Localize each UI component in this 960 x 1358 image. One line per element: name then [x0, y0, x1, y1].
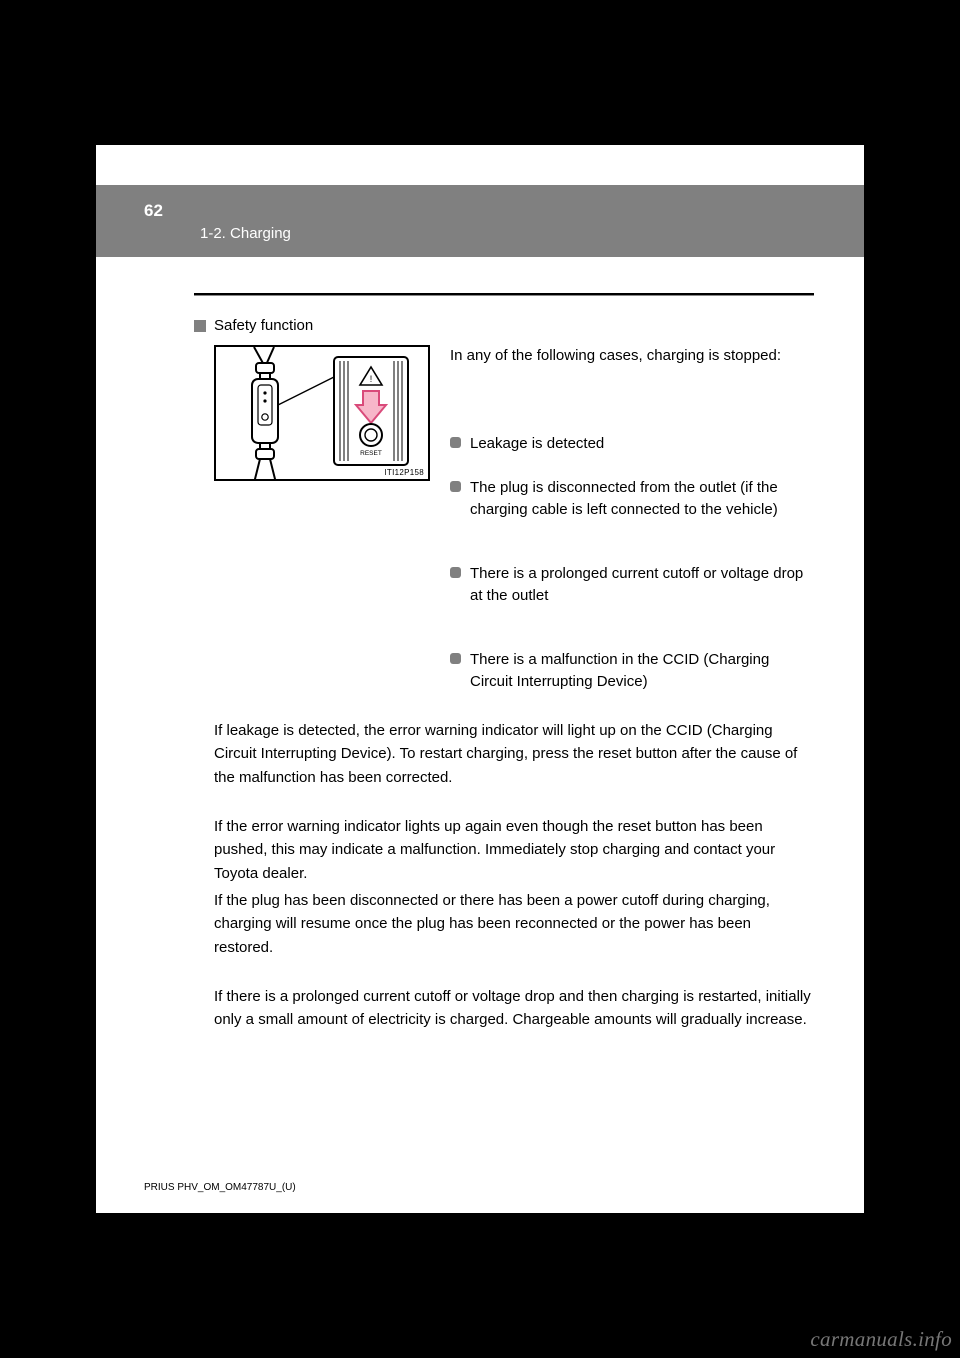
body-paragraph: If leakage is detected, the error warnin…	[214, 719, 814, 789]
bullet-dot-icon	[450, 437, 461, 448]
watermark: carmanuals.info	[810, 1327, 952, 1352]
subsection-title: Safety function	[214, 317, 313, 334]
body-paragraph: If the plug has been disconnected or the…	[214, 889, 814, 959]
intro-paragraph: In any of the following cases, charging …	[450, 345, 814, 367]
page-number: 62	[144, 201, 163, 221]
body-paragraph: If the error warning indicator lights up…	[214, 815, 814, 885]
bullet-item: There is a prolonged current cutoff or v…	[450, 563, 814, 617]
section-label: 1-2. Charging	[200, 225, 291, 242]
bullet-text: Leakage is detected	[470, 435, 604, 452]
figure-ccid: ! RESET ITI12P158	[214, 345, 430, 481]
horizontal-rule	[194, 293, 814, 296]
bullet-text: There is a prolonged current cutoff or v…	[470, 565, 803, 604]
header-bar	[96, 185, 864, 257]
bullet-text: The plug is disconnected from the outlet…	[470, 479, 778, 518]
svg-text:RESET: RESET	[360, 450, 382, 457]
bullet-item: There is a malfunction in the CCID (Char…	[450, 649, 814, 703]
bullet-item: The plug is disconnected from the outlet…	[450, 477, 814, 531]
bullet-dot-icon	[450, 567, 461, 578]
body-paragraph: If there is a prolonged current cutoff o…	[214, 985, 814, 1032]
manual-page: 62 1-2. Charging Safety function	[96, 145, 864, 1213]
doc-ref: PRIUS PHV_OM_OM47787U_(U)	[144, 1182, 296, 1193]
bullet-text: There is a malfunction in the CCID (Char…	[470, 651, 769, 690]
square-bullet-icon	[194, 320, 206, 332]
ccid-illustration-icon: ! RESET	[216, 347, 430, 481]
figure-id: ITI12P158	[384, 468, 424, 477]
bullet-dot-icon	[450, 653, 461, 664]
bullet-item: Leakage is detected	[450, 433, 814, 465]
bullet-dot-icon	[450, 481, 461, 492]
svg-text:!: !	[370, 374, 373, 384]
